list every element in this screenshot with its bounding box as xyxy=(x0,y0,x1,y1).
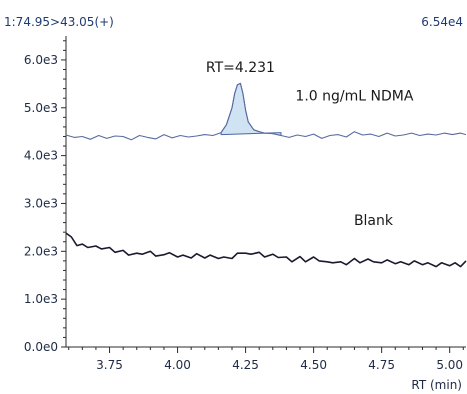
x-tick-label: 4.50 xyxy=(300,358,327,372)
x-axis: 3.75 4.00 4.25 4.50 4.75 5.00 xyxy=(66,346,466,372)
x-tick-label: 4.00 xyxy=(164,358,191,372)
annotation-layer: RT=4.231 1.0 ng/mL NDMA Blank xyxy=(206,60,414,229)
y-tick-label: 3.0e3 xyxy=(24,196,58,210)
annotation-ndma: 1.0 ng/mL NDMA xyxy=(295,89,413,105)
x-tick-label: 4.75 xyxy=(368,358,395,372)
y-tick-label: 6.0e3 xyxy=(24,53,58,67)
channel-label: 1:74.95>43.05(+) xyxy=(4,15,114,29)
blank-trace xyxy=(65,232,467,268)
ndma-trace xyxy=(65,82,467,141)
y-axis: 0.0e0 1.0e3 2.0e3 3.0e3 4.0e3 5.0e3 6.0e3 xyxy=(24,36,67,354)
peak-area xyxy=(220,82,282,137)
y-tick-label: 4.0e3 xyxy=(24,149,58,163)
y-tick-label: 2.0e3 xyxy=(24,244,58,258)
x-axis-title: RT (min) xyxy=(411,378,462,392)
integrated-peak xyxy=(220,82,282,137)
x-tick-label: 5.00 xyxy=(436,358,463,372)
intensity-label: 6.54e4 xyxy=(421,15,463,29)
annotation-blank: Blank xyxy=(354,213,394,229)
series-layer xyxy=(65,82,467,268)
x-tick-label: 3.75 xyxy=(96,358,123,372)
annotation-rt: RT=4.231 xyxy=(206,60,275,76)
x-tick-label: 4.25 xyxy=(232,358,259,372)
y-tick-label: 1.0e3 xyxy=(24,292,58,306)
y-tick-label: 5.0e3 xyxy=(24,101,58,115)
y-tick-label: 0.0e0 xyxy=(24,340,58,354)
